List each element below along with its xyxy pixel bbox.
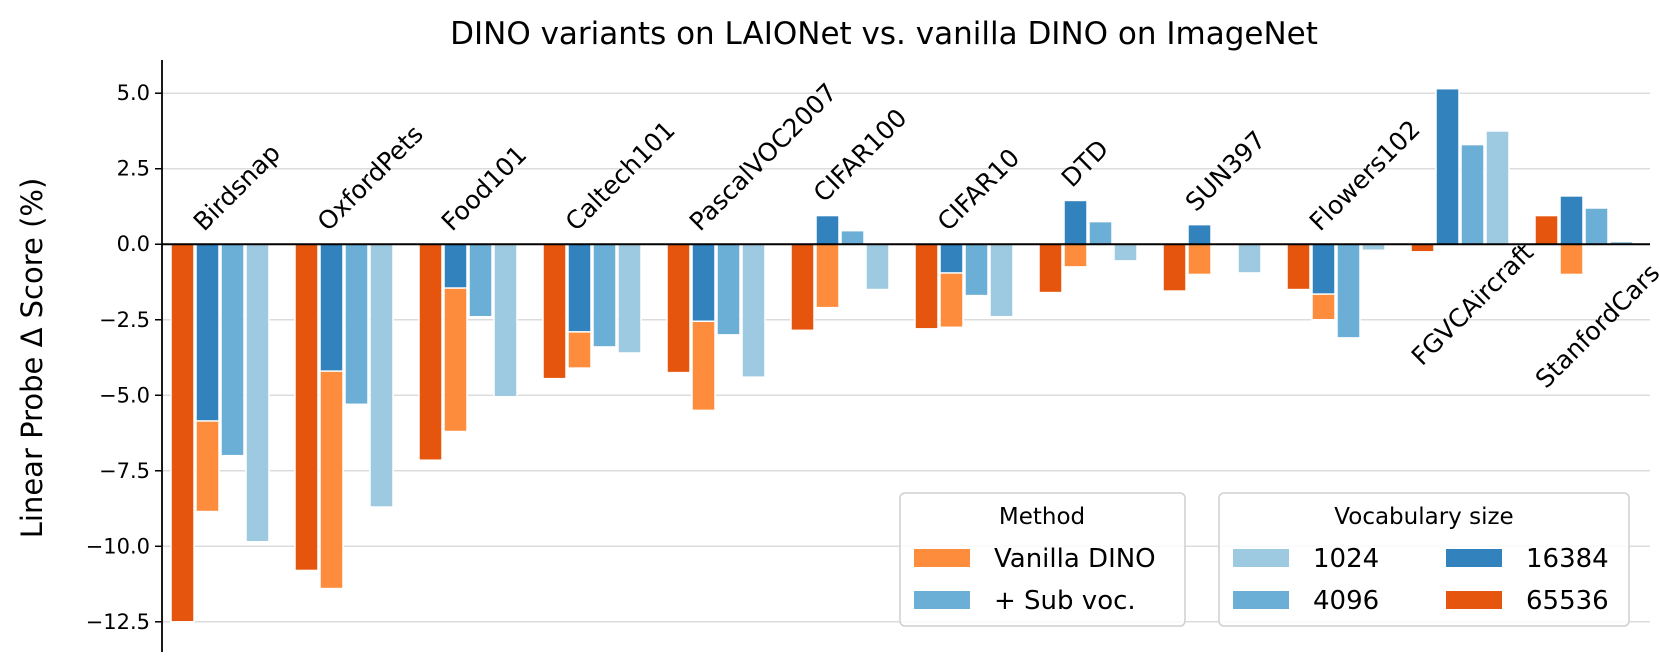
bar-dtd-16384-sub-voc	[1063, 199, 1088, 245]
legend-swatch-4096	[1233, 591, 1289, 609]
bar-cifar100-16384-vanilla	[815, 243, 840, 309]
legend-swatch-16384	[1446, 549, 1502, 567]
category-label: OxfordPets	[312, 119, 429, 236]
bar-pascalvoc2007-1024	[741, 243, 766, 378]
legend-swatch-sub-voc	[914, 591, 970, 609]
category-label: FGVCAircraft	[1406, 238, 1539, 371]
bar-food101-65536	[418, 243, 443, 461]
y-tick-label: −10.0	[86, 534, 150, 558]
bar-pascalvoc2007-4096	[716, 243, 741, 336]
bar-flowers102-65536	[1286, 243, 1311, 291]
bar-birdsnap-65536	[170, 243, 195, 623]
bar-cifar100-16384-sub-voc	[815, 214, 840, 245]
legend-method: Method Vanilla DINO + Sub voc.	[899, 492, 1186, 627]
bar-cifar100-4096	[840, 229, 865, 245]
bar-food101-4096	[468, 243, 493, 318]
legend-vocab-title: Vocabulary size	[1334, 504, 1513, 530]
y-axis-label: Linear Probe Δ Score (%)	[15, 178, 49, 539]
legend-method-frame	[899, 492, 1186, 627]
bar-cifar10-4096	[964, 243, 989, 297]
bar-oxfordpets-65536	[294, 243, 319, 572]
legend-vocab-frame	[1218, 492, 1630, 627]
legend-label-65536: 65536	[1526, 586, 1609, 616]
legend-label-1024: 1024	[1313, 544, 1379, 574]
bar-cifar10-16384-sub-voc	[939, 243, 964, 274]
bar-caltech101-1024	[617, 243, 642, 354]
legend-method-title: Method	[999, 504, 1085, 530]
category-label: CIFAR10	[932, 143, 1025, 236]
bar-birdsnap-4096	[220, 243, 245, 457]
bar-stanfordcars-4096	[1584, 207, 1609, 245]
category-label: CIFAR100	[808, 103, 913, 208]
bar-fgvcaircraft-4096	[1460, 143, 1485, 245]
bar-stanfordcars-16384-vanilla	[1559, 243, 1584, 276]
bar-sun397-1024	[1237, 243, 1262, 274]
y-tick-label: −7.5	[99, 459, 150, 483]
category-label: Flowers102	[1304, 115, 1426, 237]
bar-dtd-1024	[1113, 243, 1138, 262]
category-label: Birdsnap	[188, 138, 286, 236]
bar-dtd-65536	[1038, 243, 1063, 294]
bars	[170, 87, 1634, 623]
category-label: DTD	[1056, 134, 1115, 193]
chart-title: DINO variants on LAIONet vs. vanilla DIN…	[450, 16, 1318, 52]
y-tick-label: 2.5	[117, 157, 150, 181]
legend-swatch-65536	[1446, 591, 1502, 609]
bar-oxfordpets-1024	[369, 243, 394, 508]
bar-sun397-65536	[1162, 243, 1187, 292]
category-label: StanfordCars	[1530, 258, 1660, 394]
bar-sun397-16384-sub-voc	[1187, 223, 1212, 245]
legend-swatch-1024	[1233, 549, 1289, 567]
y-tick-label: 0.0	[117, 232, 150, 256]
bar-cifar10-1024	[989, 243, 1014, 318]
bar-dtd-16384-vanilla	[1063, 243, 1088, 268]
bar-flowers102-4096	[1336, 243, 1361, 339]
y-tick-label: −5.0	[99, 383, 150, 407]
bar-birdsnap-1024	[245, 243, 270, 543]
y-tick-label: 5.0	[117, 81, 150, 105]
category-label: PascalVOC2007	[684, 78, 843, 237]
bar-oxfordpets-4096	[344, 243, 369, 406]
bar-pascalvoc2007-65536	[666, 243, 691, 374]
legend-swatch-vanilla-dino	[914, 549, 970, 567]
bar-cifar10-65536	[914, 243, 939, 330]
bar-flowers102-16384-sub-voc	[1311, 243, 1336, 295]
bar-caltech101-65536	[542, 243, 567, 380]
category-label: SUN397	[1180, 125, 1272, 217]
bar-cifar100-65536	[790, 243, 815, 332]
bar-cifar100-1024	[865, 243, 890, 291]
legend-label-vanilla-dino: Vanilla DINO	[994, 544, 1156, 574]
bar-pascalvoc2007-16384-sub-voc	[691, 243, 716, 323]
y-ticks: −12.5 −10.0 −7.5 −5.0 −2.5 0.0 2.5 5.0	[86, 81, 162, 634]
bar-birdsnap-16384-sub-voc	[195, 243, 220, 422]
bar-fgvcaircraft-65536	[1410, 243, 1435, 253]
y-tick-label: −2.5	[99, 308, 150, 332]
legend-label-4096: 4096	[1313, 586, 1379, 616]
bar-food101-16384-sub-voc	[443, 243, 468, 289]
bar-sun397-16384-vanilla	[1187, 243, 1212, 276]
bar-dtd-4096	[1088, 220, 1113, 245]
axes	[161, 60, 1650, 652]
bar-fgvcaircraft-16384-sub-voc	[1435, 87, 1460, 245]
bar-stanfordcars-65536	[1534, 214, 1559, 245]
bar-food101-1024	[493, 243, 518, 398]
bar-oxfordpets-16384-sub-voc	[319, 243, 344, 372]
legend-label-16384: 16384	[1526, 544, 1609, 574]
legend-label-sub-voc: + Sub voc.	[994, 586, 1136, 616]
bar-stanfordcars-16384-sub-voc	[1559, 195, 1584, 245]
category-label: Caltech101	[560, 115, 681, 236]
bar-caltech101-16384-sub-voc	[567, 243, 592, 333]
bar-fgvcaircraft-1024	[1485, 130, 1510, 245]
y-tick-label: −12.5	[86, 610, 150, 634]
category-label: Food101	[436, 140, 533, 237]
legend-vocab-size: Vocabulary size 1024 4096 16384 65536	[1218, 492, 1630, 627]
bar-caltech101-4096	[592, 243, 617, 348]
